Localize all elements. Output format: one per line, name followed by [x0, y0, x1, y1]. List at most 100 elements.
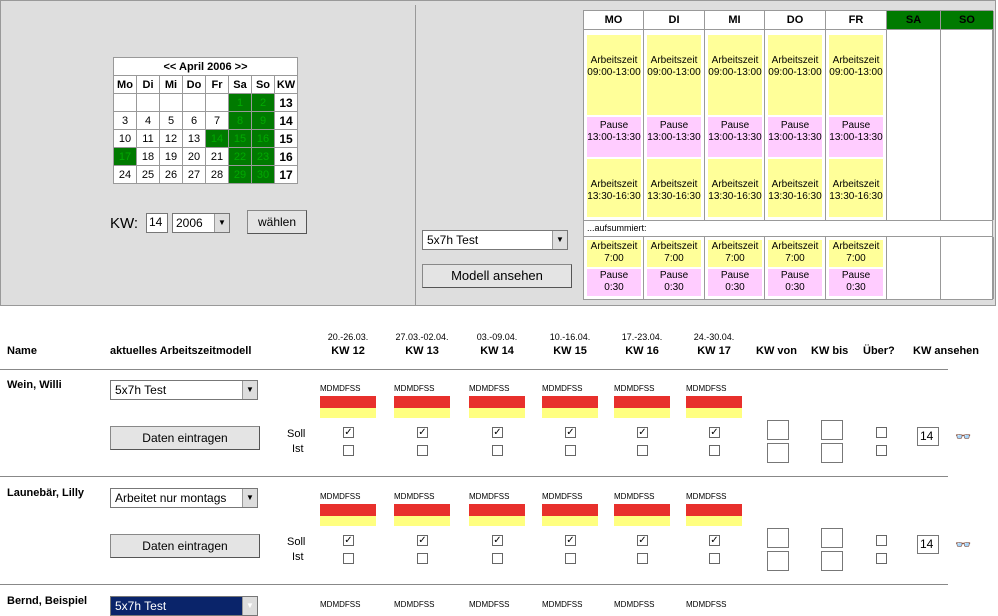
calendar-day[interactable]: 14 [205, 129, 229, 148]
soll-checkbox[interactable]: ✓ [637, 427, 648, 438]
calendar-day[interactable]: 27 [182, 165, 206, 184]
calendar-day[interactable]: 7 [205, 111, 229, 130]
panel-divider [415, 5, 416, 306]
calendar-day[interactable]: 13 [182, 129, 206, 148]
calendar-day[interactable]: 22 [228, 147, 252, 166]
over-checkbox[interactable] [876, 535, 887, 546]
calendar-day[interactable]: 30 [251, 165, 275, 184]
day-column [941, 30, 994, 220]
soll-checkbox[interactable]: ✓ [417, 535, 428, 546]
calendar-kw-number[interactable]: 16 [274, 147, 298, 166]
ist-checkbox[interactable] [565, 445, 576, 456]
calendar-day[interactable]: 8 [228, 111, 252, 130]
kw-to-input-2[interactable] [821, 443, 843, 463]
calendar-day[interactable]: 28 [205, 165, 229, 184]
calendar-day[interactable]: 11 [136, 129, 160, 148]
soll-checkbox[interactable]: ✓ [492, 535, 503, 546]
prev-month-link[interactable]: << [163, 60, 177, 73]
ist-checkbox[interactable] [417, 553, 428, 564]
calendar-day[interactable]: 20 [182, 147, 206, 166]
ist-checkbox[interactable] [565, 553, 576, 564]
ist-checkbox[interactable] [637, 445, 648, 456]
ist-checkbox[interactable] [492, 553, 503, 564]
ist-checkbox[interactable] [637, 553, 648, 564]
soll-checkbox[interactable]: ✓ [709, 535, 720, 546]
chevron-down-icon[interactable]: ▼ [242, 381, 257, 399]
employee-model-select[interactable]: 5x7h Test ▼ [110, 380, 258, 400]
calendar-day[interactable]: 10 [113, 129, 137, 148]
glasses-icon[interactable]: 👓 [955, 429, 972, 444]
summary-block: Pause 0:30 [829, 269, 883, 296]
soll-checkbox[interactable]: ✓ [343, 535, 354, 546]
calendar-kw-number[interactable]: 17 [274, 165, 298, 184]
calendar-day[interactable]: 4 [136, 111, 160, 130]
calendar-day[interactable]: 29 [228, 165, 252, 184]
over-checkbox-2[interactable] [876, 445, 887, 456]
soll-checkbox[interactable]: ✓ [637, 535, 648, 546]
calendar-day[interactable]: 3 [113, 111, 137, 130]
soll-checkbox[interactable]: ✓ [709, 427, 720, 438]
ist-checkbox[interactable] [709, 553, 720, 564]
calendar-day[interactable]: 16 [251, 129, 275, 148]
soll-checkbox[interactable]: ✓ [565, 535, 576, 546]
calendar-kw-number[interactable]: 14 [274, 111, 298, 130]
calendar-day[interactable]: 25 [136, 165, 160, 184]
calendar-day[interactable]: 1 [228, 93, 252, 112]
ist-checkbox[interactable] [343, 445, 354, 456]
employee-model-select[interactable]: Arbeitet nur montags ▼ [110, 488, 258, 508]
calendar-day[interactable]: 17 [113, 147, 137, 166]
kw-from-input-2[interactable] [767, 443, 789, 463]
calendar-day[interactable]: 23 [251, 147, 275, 166]
week-bar-red [542, 396, 598, 408]
employee-model-select[interactable]: 5x7h Test ▼ [110, 596, 258, 616]
calendar-day[interactable]: 15 [228, 129, 252, 148]
calendar-day[interactable]: 18 [136, 147, 160, 166]
soll-checkbox[interactable]: ✓ [417, 427, 428, 438]
enter-data-button[interactable]: Daten eintragen [110, 426, 260, 450]
over-checkbox-2[interactable] [876, 553, 887, 564]
kw-to-input[interactable] [821, 528, 843, 548]
over-checkbox[interactable] [876, 427, 887, 438]
calendar-day[interactable]: 24 [113, 165, 137, 184]
kw-to-input[interactable] [821, 420, 843, 440]
kw-from-input[interactable] [767, 420, 789, 440]
calendar-empty-day [182, 93, 206, 112]
ist-checkbox[interactable] [417, 445, 428, 456]
calendar-day[interactable]: 5 [159, 111, 183, 130]
soll-checkbox[interactable]: ✓ [343, 427, 354, 438]
chevron-down-icon[interactable]: ▼ [552, 231, 567, 249]
calendar-day[interactable]: 19 [159, 147, 183, 166]
chevron-down-icon[interactable]: ▼ [242, 489, 257, 507]
kw-to-input-2[interactable] [821, 551, 843, 571]
ist-checkbox[interactable] [709, 445, 720, 456]
next-month-link[interactable]: >> [234, 60, 248, 73]
kw-view-input[interactable]: 14 [917, 535, 939, 554]
kw-view-input[interactable]: 14 [917, 427, 939, 446]
year-select[interactable]: 2006 ▼ [172, 213, 230, 233]
calendar-kw-number[interactable]: 15 [274, 129, 298, 148]
calendar-day[interactable]: 2 [251, 93, 275, 112]
calendar-day[interactable]: 9 [251, 111, 275, 130]
soll-checkbox[interactable]: ✓ [565, 427, 576, 438]
calendar-kw-number[interactable]: 13 [274, 93, 298, 112]
ist-checkbox[interactable] [343, 553, 354, 564]
kw-from-input-2[interactable] [767, 551, 789, 571]
kw-input[interactable]: 14 [146, 213, 168, 233]
calendar-day[interactable]: 12 [159, 129, 183, 148]
enter-data-button[interactable]: Daten eintragen [110, 534, 260, 558]
model-select[interactable]: 5x7h Test ▼ [422, 230, 568, 250]
summary-title: Arbeitszeit [650, 241, 698, 252]
chevron-down-icon[interactable]: ▼ [214, 214, 229, 232]
choose-week-button[interactable]: wählen [247, 210, 307, 234]
glasses-icon[interactable]: 👓 [955, 537, 972, 552]
soll-checkbox[interactable]: ✓ [492, 427, 503, 438]
kw-from-input[interactable] [767, 528, 789, 548]
calendar-day[interactable]: 21 [205, 147, 229, 166]
calendar-day[interactable]: 26 [159, 165, 183, 184]
week-bar-yellow [686, 516, 742, 526]
work-block: Arbeitszeit 09:00-13:00 [647, 35, 701, 115]
chevron-down-icon[interactable]: ▼ [242, 597, 257, 615]
calendar-day[interactable]: 6 [182, 111, 206, 130]
ist-checkbox[interactable] [492, 445, 503, 456]
view-model-button[interactable]: Modell ansehen [422, 264, 572, 288]
